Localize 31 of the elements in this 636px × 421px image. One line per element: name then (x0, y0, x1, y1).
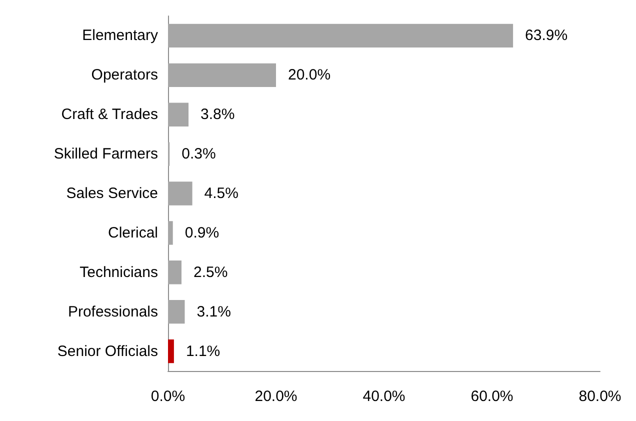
data-label: 3.8% (200, 106, 235, 124)
y-tick-label: Craft & Trades (61, 106, 158, 124)
bar (168, 24, 514, 48)
data-label: 20.0% (288, 66, 331, 84)
data-label: 2.5% (194, 264, 228, 281)
bar (168, 102, 189, 126)
data-label: 0.3% (182, 146, 216, 163)
bar (168, 260, 182, 284)
data-label: 63.9% (525, 27, 568, 44)
data-label: 1.1% (186, 342, 220, 360)
bar (168, 63, 276, 87)
data-label: 0.9% (184, 224, 220, 242)
bar (168, 300, 185, 324)
data-label: 4.5% (204, 185, 239, 202)
x-tick-label: 60.0% (470, 388, 514, 405)
y-tick-label: Technicians (80, 264, 158, 281)
x-tick-label: 0.0% (150, 388, 186, 405)
bar (168, 182, 192, 206)
y-tick-label: Skilled Farmers (54, 146, 158, 163)
bar (168, 221, 173, 245)
y-tick-label: Elementary (82, 27, 158, 44)
x-tick-label: 80.0% (578, 388, 622, 405)
y-tick-label: Professionals (68, 303, 158, 320)
data-label: 3.1% (196, 303, 231, 320)
x-tick-label: 20.0% (254, 388, 298, 405)
y-tick-label: Clerical (108, 224, 158, 242)
x-tick-label: 40.0% (362, 388, 406, 405)
y-tick-label: Senior Officials (57, 342, 158, 360)
bar (168, 339, 174, 364)
y-tick-label: Sales Service (66, 185, 158, 202)
y-tick-label: Operators (91, 66, 158, 84)
